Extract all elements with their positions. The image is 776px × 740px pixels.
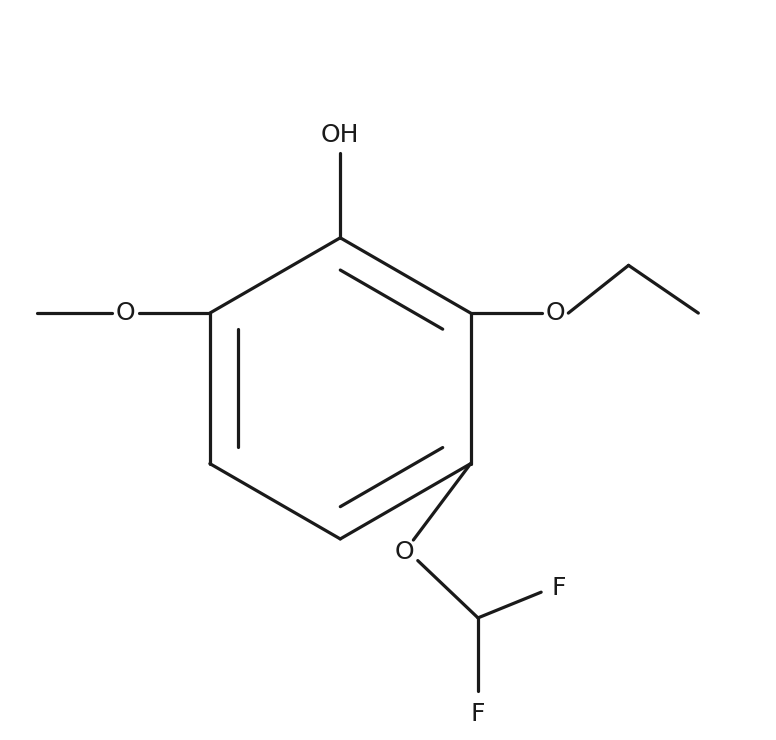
Text: OH: OH xyxy=(321,124,359,147)
Text: O: O xyxy=(546,301,565,325)
Text: O: O xyxy=(116,301,135,325)
Text: F: F xyxy=(471,702,485,727)
Text: F: F xyxy=(552,576,566,600)
Text: O: O xyxy=(395,539,414,564)
